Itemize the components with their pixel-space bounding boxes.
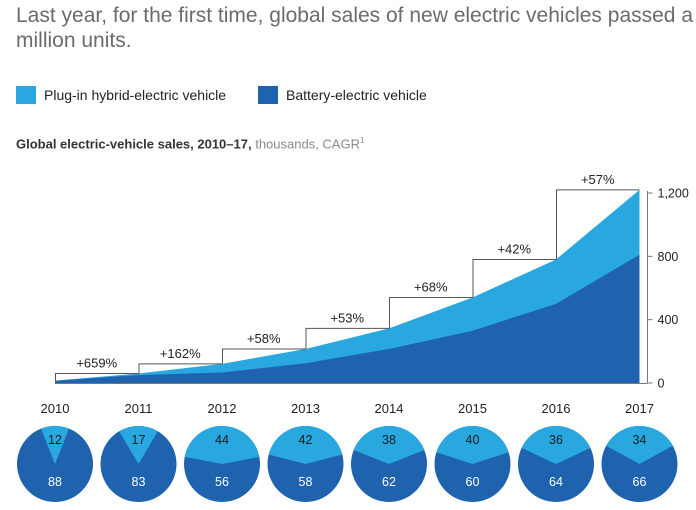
pie-label-2011-bev: 83 [132, 475, 146, 489]
pie-label-2010-bev: 88 [48, 475, 62, 489]
growth-bracket-2010 [55, 373, 139, 381]
growth-label-2014-2015: +68% [414, 280, 448, 295]
pie-label-2016-phev: 36 [549, 433, 563, 447]
growth-label-2012-2013: +58% [247, 331, 281, 346]
growth-bracket-2011 [138, 363, 222, 374]
growth-bracket-2012 [222, 348, 306, 364]
y-tick-label-0: 0 [658, 377, 665, 391]
growth-label-2011-2012: +162% [160, 346, 201, 361]
y-tick-label-3: 1,200 [658, 187, 689, 201]
x-tick-label-2011: 2011 [125, 401, 153, 416]
growth-bracket-2016 [556, 189, 640, 260]
growth-label-2010-2011: +659% [76, 356, 117, 371]
pie-label-2014-phev: 38 [382, 433, 396, 447]
pie-label-2010-phev: 12 [48, 433, 62, 447]
legend-swatch-bev [258, 86, 278, 104]
pie-2013-phev [268, 426, 343, 464]
growth-bracket-2014 [389, 297, 473, 329]
pie-label-2013-bev: 58 [299, 475, 313, 489]
pie-label-2017-bev: 66 [633, 475, 647, 489]
chart-units: thousands, CAGR [251, 136, 360, 152]
area-bev [55, 254, 640, 383]
pie-label-2015-phev: 40 [466, 433, 480, 447]
y-tick-label-2: 800 [658, 250, 679, 264]
growth-label-2013-2014: +53% [330, 310, 364, 325]
x-tick-label-2014: 2014 [375, 401, 404, 416]
pie-label-2017-phev: 34 [633, 433, 647, 447]
growth-bracket-2013 [305, 327, 389, 349]
x-tick-label-2017: 2017 [625, 401, 654, 416]
pie-2015-phev [436, 426, 509, 464]
pie-label-2012-phev: 44 [215, 433, 229, 447]
x-tick-label-2012: 2012 [208, 401, 237, 416]
chart-title: Global electric-vehicle sales, 2010–17, [16, 136, 252, 152]
pie-2012-phev [184, 426, 260, 464]
growth-label-2016-2017: +57% [581, 172, 615, 187]
pie-label-2016-bev: 64 [549, 475, 563, 489]
chart-subtitle: Global electric-vehicle sales, 2010–17, … [16, 136, 364, 151]
x-tick-label-2010: 2010 [41, 401, 70, 416]
pie-2011-phev [119, 426, 158, 464]
pie-label-2014-bev: 62 [382, 475, 396, 489]
legend-label-phev: Plug-in hybrid-electric vehicle [44, 87, 227, 103]
pie-2014-phev [353, 425, 425, 464]
legend-label-bev: Battery-electric vehicle [286, 87, 427, 103]
pie-2017-phev [606, 425, 673, 464]
headline: Last year, for the first time, global sa… [16, 4, 693, 52]
y-tick-label-1: 400 [658, 313, 679, 327]
pie-2010-phev [41, 425, 69, 464]
pie-label-2011-phev: 17 [132, 433, 146, 447]
legend-swatch-phev [16, 86, 36, 104]
pie-2016-phev [521, 426, 591, 464]
growth-label-2015-2016: +42% [497, 242, 531, 257]
growth-bracket-2015 [472, 259, 556, 298]
x-tick-label-2016: 2016 [542, 401, 571, 416]
pie-label-2013-phev: 42 [299, 433, 313, 447]
footnote-marker: 1 [359, 136, 365, 145]
pie-label-2015-bev: 60 [466, 475, 480, 489]
x-tick-label-2015: 2015 [458, 401, 487, 416]
pie-label-2012-bev: 56 [215, 475, 229, 489]
x-tick-label-2013: 2013 [291, 401, 320, 416]
